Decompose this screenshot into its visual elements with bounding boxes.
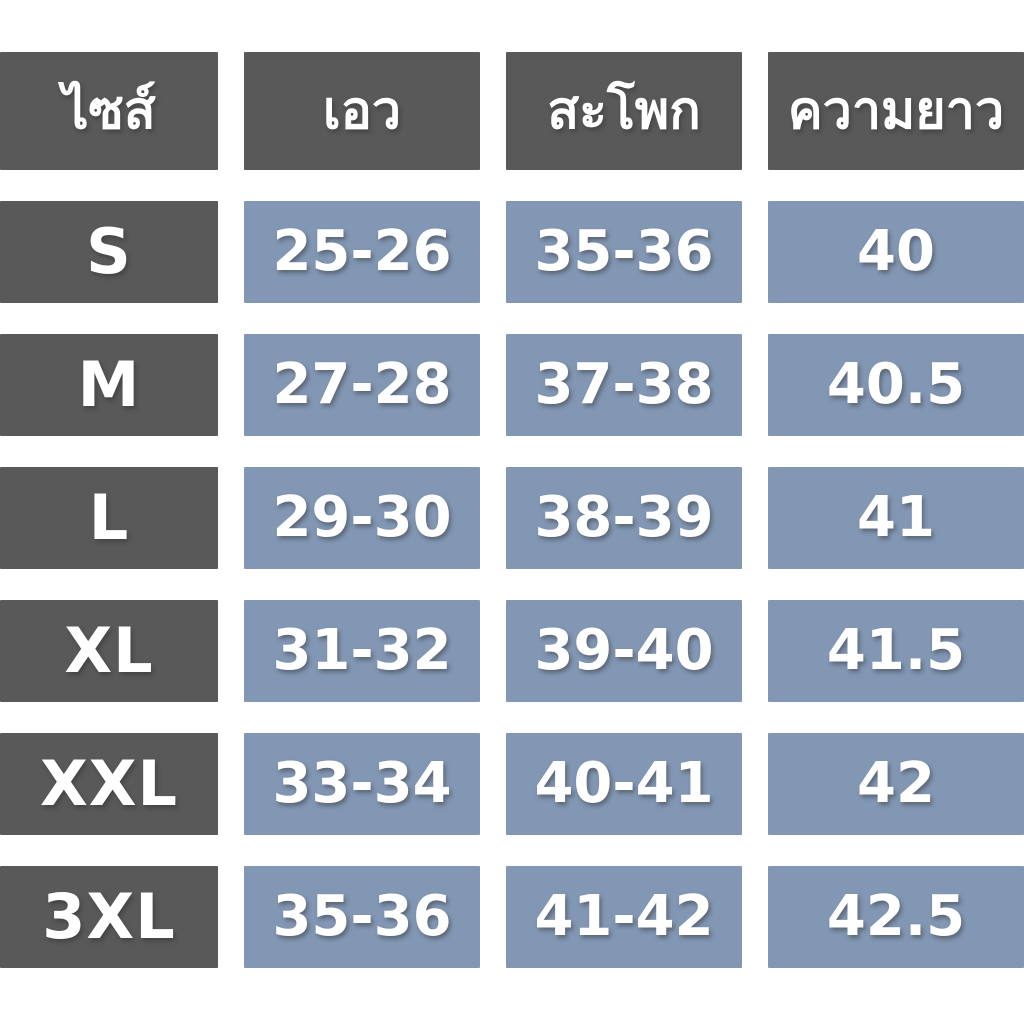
hips-value-cell: 35-36 [506, 201, 742, 303]
size-label-cell: L [0, 467, 218, 569]
size-label-cell: S [0, 201, 218, 303]
waist-value-cell: 35-36 [244, 866, 480, 968]
hips-value-cell: 41-42 [506, 866, 742, 968]
waist-value-cell: 29-30 [244, 467, 480, 569]
waist-value-cell: 31-32 [244, 600, 480, 702]
size-label-cell: XL [0, 600, 218, 702]
waist-value-cell: 33-34 [244, 733, 480, 835]
length-value-cell: 40.5 [768, 334, 1024, 436]
hips-value-cell: 37-38 [506, 334, 742, 436]
length-value-cell: 42.5 [768, 866, 1024, 968]
length-value-cell: 41 [768, 467, 1024, 569]
header-cell-hips: สะโพก [506, 52, 742, 170]
size-label-cell: 3XL [0, 866, 218, 968]
header-cell-size: ไซส์ [0, 52, 218, 170]
size-label-cell: M [0, 334, 218, 436]
length-value-cell: 40 [768, 201, 1024, 303]
hips-value-cell: 40-41 [506, 733, 742, 835]
length-value-cell: 42 [768, 733, 1024, 835]
size-label-cell: XXL [0, 733, 218, 835]
waist-value-cell: 25-26 [244, 201, 480, 303]
header-cell-length: ความยาว [768, 52, 1024, 170]
size-chart-table: ไซส์ เอว สะโพก ความยาว S 25-26 35-36 40 … [0, 52, 1024, 968]
hips-value-cell: 39-40 [506, 600, 742, 702]
length-value-cell: 41.5 [768, 600, 1024, 702]
waist-value-cell: 27-28 [244, 334, 480, 436]
hips-value-cell: 38-39 [506, 467, 742, 569]
header-cell-waist: เอว [244, 52, 480, 170]
